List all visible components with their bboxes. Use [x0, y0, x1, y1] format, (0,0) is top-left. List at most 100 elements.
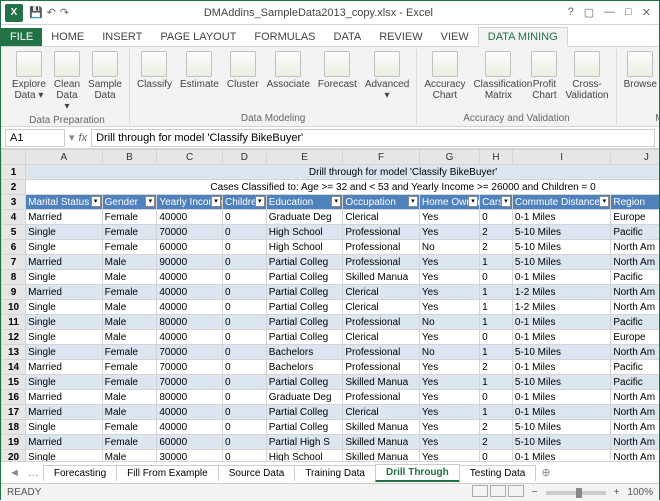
ribbon-explore-data--button[interactable]: Explore Data ▾ [9, 49, 49, 103]
data-cell[interactable]: 0-1 Miles [512, 270, 610, 285]
tab-page-layout[interactable]: PAGE LAYOUT [151, 28, 245, 46]
data-cell[interactable]: 0-1 Miles [512, 330, 610, 345]
data-cell[interactable]: North Am [611, 405, 659, 420]
data-cell[interactable]: No [419, 240, 479, 255]
table-header-cars[interactable]: Cars▾ [480, 195, 513, 210]
column-header-B[interactable]: B [102, 150, 157, 165]
zoom-slider[interactable] [546, 491, 606, 495]
data-cell[interactable]: 0 [222, 225, 266, 240]
data-cell[interactable]: Married [26, 285, 103, 300]
data-cell[interactable]: Married [26, 390, 103, 405]
row-header[interactable]: 14 [2, 360, 26, 375]
data-cell[interactable]: 2 [480, 240, 513, 255]
data-cell[interactable]: 0 [222, 435, 266, 450]
data-cell[interactable]: High School [266, 225, 343, 240]
data-cell[interactable]: Partial Colleg [266, 315, 343, 330]
data-cell[interactable]: Skilled Manua [343, 435, 420, 450]
table-row[interactable]: 9MarriedFemale400000Partial CollegCleric… [2, 285, 660, 300]
table-header-children[interactable]: Children▾ [222, 195, 266, 210]
data-cell[interactable]: No [419, 345, 479, 360]
data-cell[interactable]: No [419, 315, 479, 330]
data-cell[interactable]: Married [26, 255, 103, 270]
data-cell[interactable]: Male [102, 390, 157, 405]
data-cell[interactable]: 80000 [157, 315, 223, 330]
table-row[interactable]: 10SingleMale400000Partial CollegClerical… [2, 300, 660, 315]
data-cell[interactable]: 40000 [157, 330, 223, 345]
data-cell[interactable]: Partial Colleg [266, 300, 343, 315]
filter-dropdown-icon[interactable]: ▾ [599, 196, 609, 207]
close-icon[interactable]: ✕ [642, 6, 651, 19]
column-header-J[interactable]: J [611, 150, 659, 165]
data-cell[interactable]: Clerical [343, 210, 420, 225]
ribbon-estimate-button[interactable]: Estimate [177, 49, 222, 92]
table-row[interactable]: 11SingleMale800000Partial CollegProfessi… [2, 315, 660, 330]
data-cell[interactable]: Male [102, 255, 157, 270]
row-header[interactable]: 5 [2, 225, 26, 240]
data-cell[interactable]: 5-10 Miles [512, 345, 610, 360]
data-cell[interactable]: 0 [222, 420, 266, 435]
data-cell[interactable]: Female [102, 345, 157, 360]
data-cell[interactable]: 0-1 Miles [512, 360, 610, 375]
data-cell[interactable]: Partial Colleg [266, 285, 343, 300]
table-row[interactable]: 19MarriedFemale600000Partial High SSkill… [2, 435, 660, 450]
data-cell[interactable]: 0 [222, 300, 266, 315]
data-cell[interactable]: Yes [419, 270, 479, 285]
data-cell[interactable]: Professional [343, 345, 420, 360]
data-cell[interactable]: 0 [222, 360, 266, 375]
data-cell[interactable]: North Am [611, 300, 659, 315]
data-cell[interactable]: Yes [419, 360, 479, 375]
data-cell[interactable]: 90000 [157, 255, 223, 270]
data-cell[interactable]: Yes [419, 390, 479, 405]
data-cell[interactable]: 0 [222, 375, 266, 390]
row-header[interactable]: 11 [2, 315, 26, 330]
data-cell[interactable]: 40000 [157, 420, 223, 435]
data-cell[interactable]: Partial Colleg [266, 330, 343, 345]
ribbon-classification-matrix-button[interactable]: Classification Matrix [470, 49, 526, 103]
data-cell[interactable]: Female [102, 435, 157, 450]
data-cell[interactable]: Bachelors [266, 345, 343, 360]
data-cell[interactable]: Single [26, 270, 103, 285]
data-cell[interactable]: Yes [419, 330, 479, 345]
tab-view[interactable]: VIEW [432, 28, 478, 46]
data-cell[interactable]: 0 [480, 450, 513, 462]
filter-dropdown-icon[interactable]: ▾ [501, 196, 511, 207]
ribbon-sample-data-button[interactable]: Sample Data [85, 49, 125, 103]
filter-dropdown-icon[interactable]: ▾ [255, 196, 265, 207]
data-cell[interactable]: Yes [419, 255, 479, 270]
data-cell[interactable]: 0-1 Miles [512, 210, 610, 225]
filter-dropdown-icon[interactable]: ▾ [468, 196, 478, 207]
data-cell[interactable]: 0 [222, 390, 266, 405]
data-cell[interactable]: Clerical [343, 330, 420, 345]
data-cell[interactable]: High School [266, 240, 343, 255]
column-header-D[interactable]: D [222, 150, 266, 165]
filter-dropdown-icon[interactable]: ▾ [408, 196, 418, 207]
ribbon-clean-data--button[interactable]: Clean Data ▾ [51, 49, 83, 114]
row-header[interactable]: 13 [2, 345, 26, 360]
data-cell[interactable]: 5-10 Miles [512, 435, 610, 450]
data-cell[interactable]: Married [26, 360, 103, 375]
zoom-level[interactable]: 100% [627, 487, 653, 498]
table-row[interactable]: 8SingleMale400000Partial CollegSkilled M… [2, 270, 660, 285]
data-cell[interactable]: 40000 [157, 300, 223, 315]
table-row[interactable]: 4MarriedFemale400000Graduate DegClerical… [2, 210, 660, 225]
table-row[interactable]: 20SingleMale300000High SchoolSkilled Man… [2, 450, 660, 462]
data-cell[interactable]: Female [102, 420, 157, 435]
data-cell[interactable]: Clerical [343, 285, 420, 300]
data-cell[interactable]: Partial Colleg [266, 405, 343, 420]
data-cell[interactable]: 0 [222, 345, 266, 360]
row-header[interactable]: 3 [2, 195, 26, 210]
select-all-cell[interactable] [2, 150, 26, 165]
data-cell[interactable]: Skilled Manua [343, 270, 420, 285]
data-cell[interactable]: 60000 [157, 240, 223, 255]
ribbon-advanced--button[interactable]: Advanced ▾ [362, 49, 412, 103]
table-header-education[interactable]: Education▾ [266, 195, 343, 210]
data-cell[interactable]: 40000 [157, 210, 223, 225]
data-cell[interactable]: 0-1 Miles [512, 405, 610, 420]
ribbon-browse-button[interactable]: Browse [621, 49, 659, 92]
data-cell[interactable]: 0 [222, 330, 266, 345]
data-cell[interactable]: North Am [611, 420, 659, 435]
table-row[interactable]: 5SingleFemale700000High SchoolProfession… [2, 225, 660, 240]
row-header[interactable]: 2 [2, 180, 26, 195]
table-header-yearly-income[interactable]: Yearly Income▾ [157, 195, 223, 210]
data-cell[interactable]: Single [26, 450, 103, 462]
